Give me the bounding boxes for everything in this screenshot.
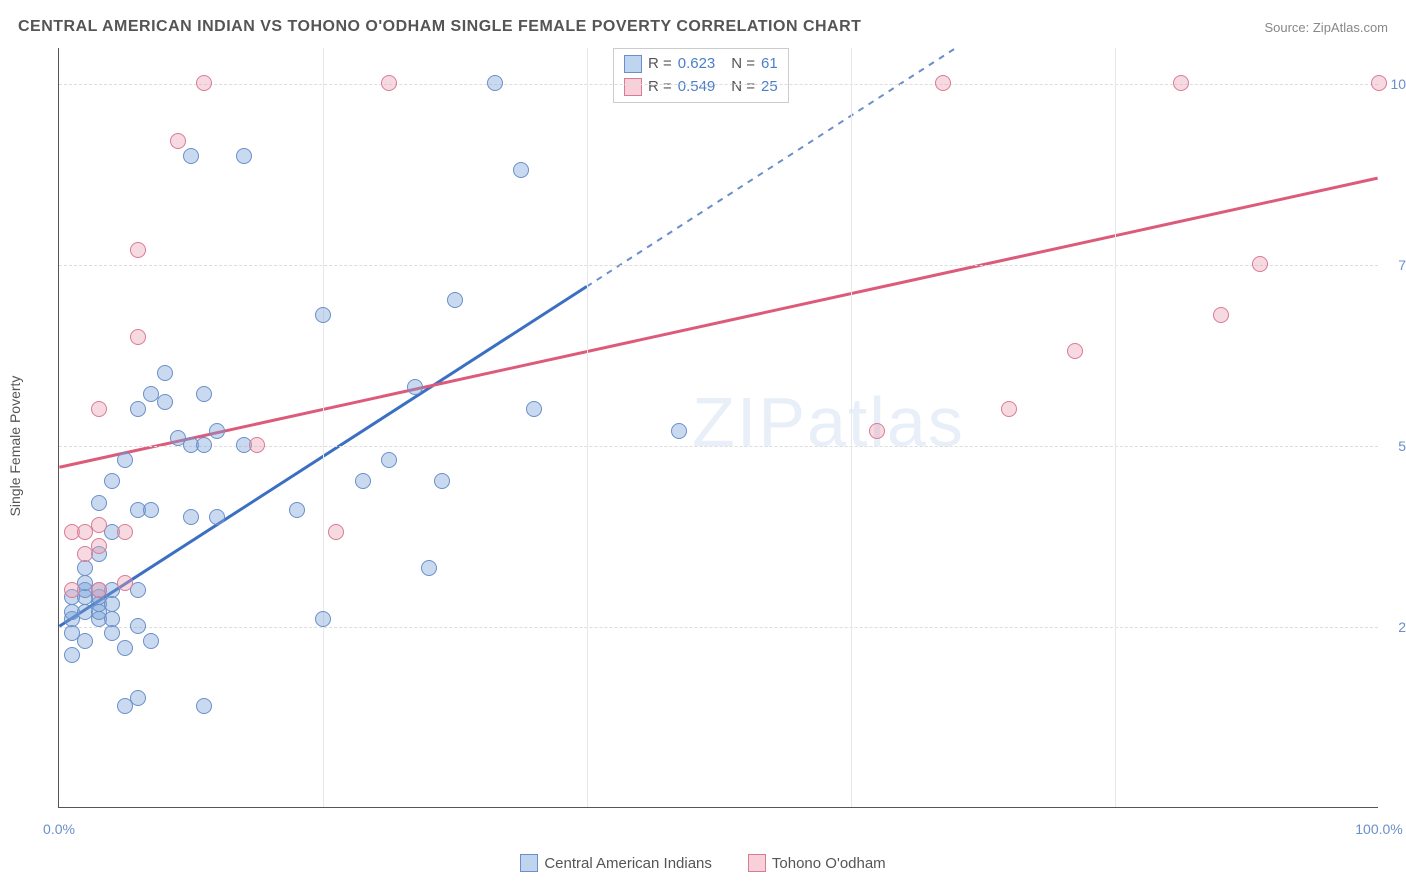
- stat-r-label: R =: [648, 53, 672, 76]
- gridline-v: [587, 48, 588, 807]
- data-point: [315, 307, 331, 323]
- data-point: [236, 148, 252, 164]
- data-point: [64, 647, 80, 663]
- data-point: [196, 698, 212, 714]
- data-point: [671, 423, 687, 439]
- data-point: [381, 452, 397, 468]
- data-point: [209, 423, 225, 439]
- y-tick-label: 75.0%: [1383, 257, 1406, 273]
- stat-r-label: R =: [648, 76, 672, 99]
- data-point: [117, 640, 133, 656]
- data-point: [64, 582, 80, 598]
- data-point: [130, 690, 146, 706]
- legend-label: Central American Indians: [544, 855, 712, 872]
- data-point: [1252, 256, 1268, 272]
- data-point: [117, 524, 133, 540]
- chart-title: CENTRAL AMERICAN INDIAN VS TOHONO O'ODHA…: [18, 18, 861, 36]
- y-tick-label: 50.0%: [1383, 438, 1406, 454]
- gridline-v: [323, 48, 324, 807]
- data-point: [1371, 75, 1387, 91]
- data-point: [289, 502, 305, 518]
- data-point: [196, 75, 212, 91]
- data-point: [104, 611, 120, 627]
- legend-swatch: [748, 854, 766, 872]
- data-point: [1067, 343, 1083, 359]
- data-point: [869, 423, 885, 439]
- data-point: [130, 401, 146, 417]
- gridline-v: [1115, 48, 1116, 807]
- data-point: [249, 437, 265, 453]
- data-point: [183, 148, 199, 164]
- data-point: [143, 633, 159, 649]
- data-point: [104, 596, 120, 612]
- data-point: [381, 75, 397, 91]
- data-point: [487, 75, 503, 91]
- data-point: [91, 401, 107, 417]
- stat-r-value: 0.623: [678, 53, 716, 76]
- legend-item: Central American Indians: [520, 854, 712, 872]
- gridline-h: [59, 627, 1378, 628]
- data-point: [157, 394, 173, 410]
- stats-legend-box: R = 0.623 N = 61 R = 0.549 N = 25: [613, 48, 789, 103]
- data-point: [526, 401, 542, 417]
- scatter-chart: ZIPatlas R =0.623N =61R =0.549N =25 25.0…: [58, 48, 1378, 808]
- data-point: [91, 538, 107, 554]
- data-point: [1213, 307, 1229, 323]
- stat-n-label: N =: [731, 76, 755, 99]
- data-point: [130, 242, 146, 258]
- data-point: [130, 618, 146, 634]
- gridline-v: [851, 48, 852, 807]
- data-point: [183, 509, 199, 525]
- data-point: [315, 611, 331, 627]
- stat-n-value: 61: [761, 53, 778, 76]
- y-axis-label: Single Female Poverty: [7, 376, 23, 517]
- stat-r-value: 0.549: [678, 76, 716, 99]
- legend-item: Tohono O'odham: [748, 854, 886, 872]
- data-point: [157, 365, 173, 381]
- data-point: [104, 473, 120, 489]
- data-point: [513, 162, 529, 178]
- data-point: [421, 560, 437, 576]
- data-point: [143, 502, 159, 518]
- gridline-h: [59, 265, 1378, 266]
- stat-n-value: 25: [761, 76, 778, 99]
- data-point: [935, 75, 951, 91]
- stats-row: R = 0.549 N = 25: [624, 76, 778, 99]
- data-point: [1173, 75, 1189, 91]
- bottom-legend: Central American Indians Tohono O'odham: [0, 854, 1406, 876]
- data-point: [104, 625, 120, 641]
- data-point: [209, 509, 225, 525]
- data-point: [355, 473, 371, 489]
- data-point: [196, 437, 212, 453]
- x-tick-label: 100.0%: [1355, 821, 1402, 837]
- x-tick-label: 0.0%: [43, 821, 75, 837]
- source-label: Source: ZipAtlas.com: [1264, 20, 1388, 35]
- y-tick-label: 25.0%: [1383, 619, 1406, 635]
- trend-lines: [59, 48, 1378, 807]
- watermark: ZIPatlas: [692, 382, 965, 462]
- stats-row: R = 0.623 N = 61: [624, 53, 778, 76]
- legend-label: Tohono O'odham: [772, 855, 886, 872]
- data-point: [196, 386, 212, 402]
- legend-swatch: [624, 55, 642, 73]
- data-point: [447, 292, 463, 308]
- data-point: [407, 379, 423, 395]
- data-point: [91, 495, 107, 511]
- data-point: [1001, 401, 1017, 417]
- legend-swatch: [520, 854, 538, 872]
- data-point: [170, 133, 186, 149]
- data-point: [130, 329, 146, 345]
- data-point: [91, 517, 107, 533]
- data-point: [77, 560, 93, 576]
- data-point: [117, 575, 133, 591]
- data-point: [328, 524, 344, 540]
- data-point: [434, 473, 450, 489]
- data-point: [117, 452, 133, 468]
- data-point: [77, 633, 93, 649]
- legend-swatch: [624, 78, 642, 96]
- stat-n-label: N =: [731, 53, 755, 76]
- data-point: [91, 582, 107, 598]
